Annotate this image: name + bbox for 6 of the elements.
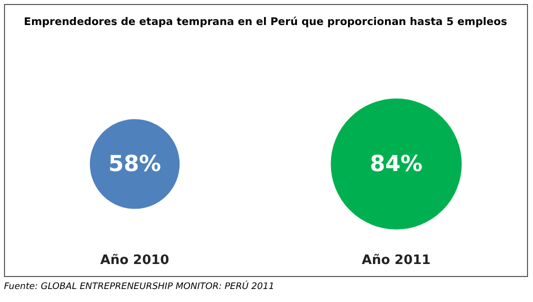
source-note: Fuente: GLOBAL ENTREPRENEURSHIP MONITOR: PERÚ 2011 xyxy=(4,280,274,292)
category-label: Año 2011 xyxy=(362,253,431,268)
text: Emprendedores de etapa temprana en el Perú que proporcionan hasta 5 empleos xyxy=(24,16,508,28)
data-label: 58% xyxy=(108,152,162,177)
data-label: 84% xyxy=(370,152,423,177)
category-label: Año 2010 xyxy=(100,253,170,268)
